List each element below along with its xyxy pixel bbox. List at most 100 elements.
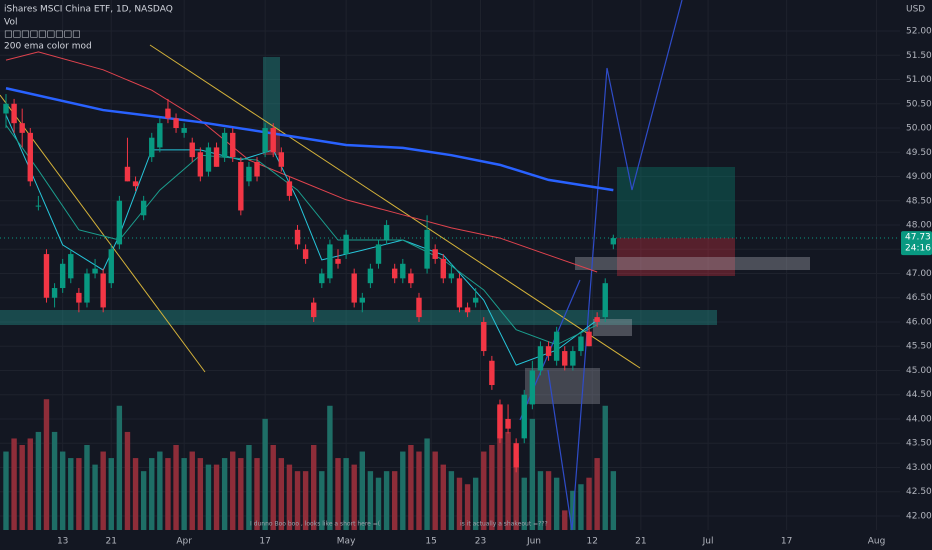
moving-average bbox=[5, 114, 598, 366]
candle-body bbox=[27, 132, 33, 182]
y-tick-label: 50.50 bbox=[906, 99, 932, 109]
last-price-label: 47.73 bbox=[905, 233, 931, 243]
y-tick-label: 44.50 bbox=[906, 390, 932, 400]
candle-body bbox=[537, 346, 544, 371]
candle-body bbox=[286, 181, 293, 196]
candle-body bbox=[464, 307, 471, 313]
candle-body bbox=[294, 229, 301, 245]
volume-bar bbox=[327, 405, 333, 530]
candle-body bbox=[100, 273, 106, 308]
volume-bar bbox=[230, 451, 236, 530]
candle-body bbox=[319, 273, 325, 284]
volume-bar bbox=[59, 451, 66, 530]
range-box bbox=[593, 319, 632, 336]
y-tick-label: 42.00 bbox=[906, 511, 932, 521]
candle-body bbox=[456, 278, 463, 308]
candle-body bbox=[400, 263, 406, 279]
volume-bar bbox=[238, 458, 244, 530]
x-tick-label: Jun bbox=[526, 537, 541, 547]
volume-bar bbox=[84, 445, 90, 530]
candle-body bbox=[481, 321, 487, 352]
moving-average bbox=[5, 87, 614, 192]
volume-bar bbox=[189, 451, 195, 530]
volume-bar bbox=[513, 458, 519, 530]
volume-bar bbox=[586, 477, 592, 530]
candle-body bbox=[189, 142, 195, 158]
volume-bar bbox=[432, 451, 438, 530]
volume-bar bbox=[319, 471, 325, 530]
candle-body bbox=[262, 128, 268, 153]
volume-bar bbox=[440, 464, 446, 530]
candle-body bbox=[529, 370, 536, 405]
volume-bar bbox=[221, 458, 228, 530]
volume-bar bbox=[489, 445, 495, 530]
volume-bar bbox=[448, 471, 455, 530]
y-tick-label: 44.00 bbox=[906, 414, 932, 424]
y-tick-label: 52.00 bbox=[906, 27, 932, 37]
candle-body bbox=[497, 404, 503, 439]
volume-bar bbox=[497, 405, 503, 530]
candle-body bbox=[383, 224, 390, 240]
volume-pane bbox=[3, 399, 617, 530]
volume-bar bbox=[3, 451, 9, 530]
x-tick-label: May bbox=[337, 537, 356, 547]
candle-body bbox=[302, 249, 309, 259]
support-zone bbox=[0, 310, 717, 325]
candle-body bbox=[157, 123, 163, 148]
volume-bar bbox=[11, 438, 17, 530]
x-tick-label: 21 bbox=[106, 537, 117, 547]
candle-body bbox=[230, 132, 236, 158]
candle-body bbox=[68, 254, 74, 279]
last-price-tag bbox=[901, 231, 932, 256]
moving-average bbox=[5, 124, 598, 346]
candle-body bbox=[92, 268, 98, 274]
volume-bar bbox=[165, 458, 171, 530]
volume-bar bbox=[149, 458, 155, 530]
volume-bar bbox=[205, 464, 212, 530]
volume-bar bbox=[246, 445, 252, 530]
volume-bar bbox=[27, 438, 33, 530]
candle-body bbox=[408, 273, 414, 284]
candle-body bbox=[513, 443, 519, 468]
candle-body bbox=[578, 336, 584, 352]
candle-body bbox=[132, 181, 139, 187]
range-box bbox=[525, 368, 600, 404]
annotation: I dunno Boo boo , looks like a short her… bbox=[250, 521, 380, 528]
candle-body bbox=[521, 394, 527, 439]
y-tick-label: 45.00 bbox=[906, 366, 932, 376]
volume-bar bbox=[108, 458, 114, 530]
candle-body bbox=[3, 103, 9, 114]
projection bbox=[547, 0, 683, 531]
y-tick-label: 51.50 bbox=[906, 51, 932, 61]
candle-body bbox=[416, 297, 422, 318]
candle-body bbox=[553, 331, 560, 361]
drawings bbox=[0, 0, 900, 531]
candle-body bbox=[35, 205, 42, 207]
candle-body bbox=[76, 292, 82, 303]
volume-bar bbox=[335, 458, 341, 530]
candle-body bbox=[181, 128, 187, 133]
volume-bar bbox=[521, 477, 527, 530]
y-tick-label: 49.50 bbox=[906, 148, 932, 158]
candle-body bbox=[594, 317, 600, 322]
candle-body bbox=[173, 118, 179, 129]
candle-body bbox=[343, 234, 349, 255]
indicator: Vol bbox=[4, 18, 17, 28]
y-tick-label: 48.50 bbox=[906, 196, 932, 206]
volume-bar bbox=[562, 510, 568, 530]
candle-body bbox=[149, 137, 155, 158]
indicator: 200 ema color mod bbox=[4, 42, 92, 52]
x-tick-label: Apr bbox=[176, 537, 192, 547]
candle-body bbox=[254, 161, 260, 177]
indicator: □□□□□□□□□ bbox=[4, 30, 81, 40]
volume-bar bbox=[375, 477, 382, 530]
candle-body bbox=[116, 200, 123, 245]
volume-bar bbox=[294, 471, 301, 530]
volume-bar bbox=[529, 418, 536, 530]
currency: USD bbox=[906, 5, 925, 15]
long-stop bbox=[617, 238, 735, 276]
volume-bar bbox=[424, 438, 430, 530]
chart-title: iShares MSCI China ETF, 1D, NASDAQ bbox=[4, 5, 173, 15]
candle-body bbox=[84, 273, 90, 303]
